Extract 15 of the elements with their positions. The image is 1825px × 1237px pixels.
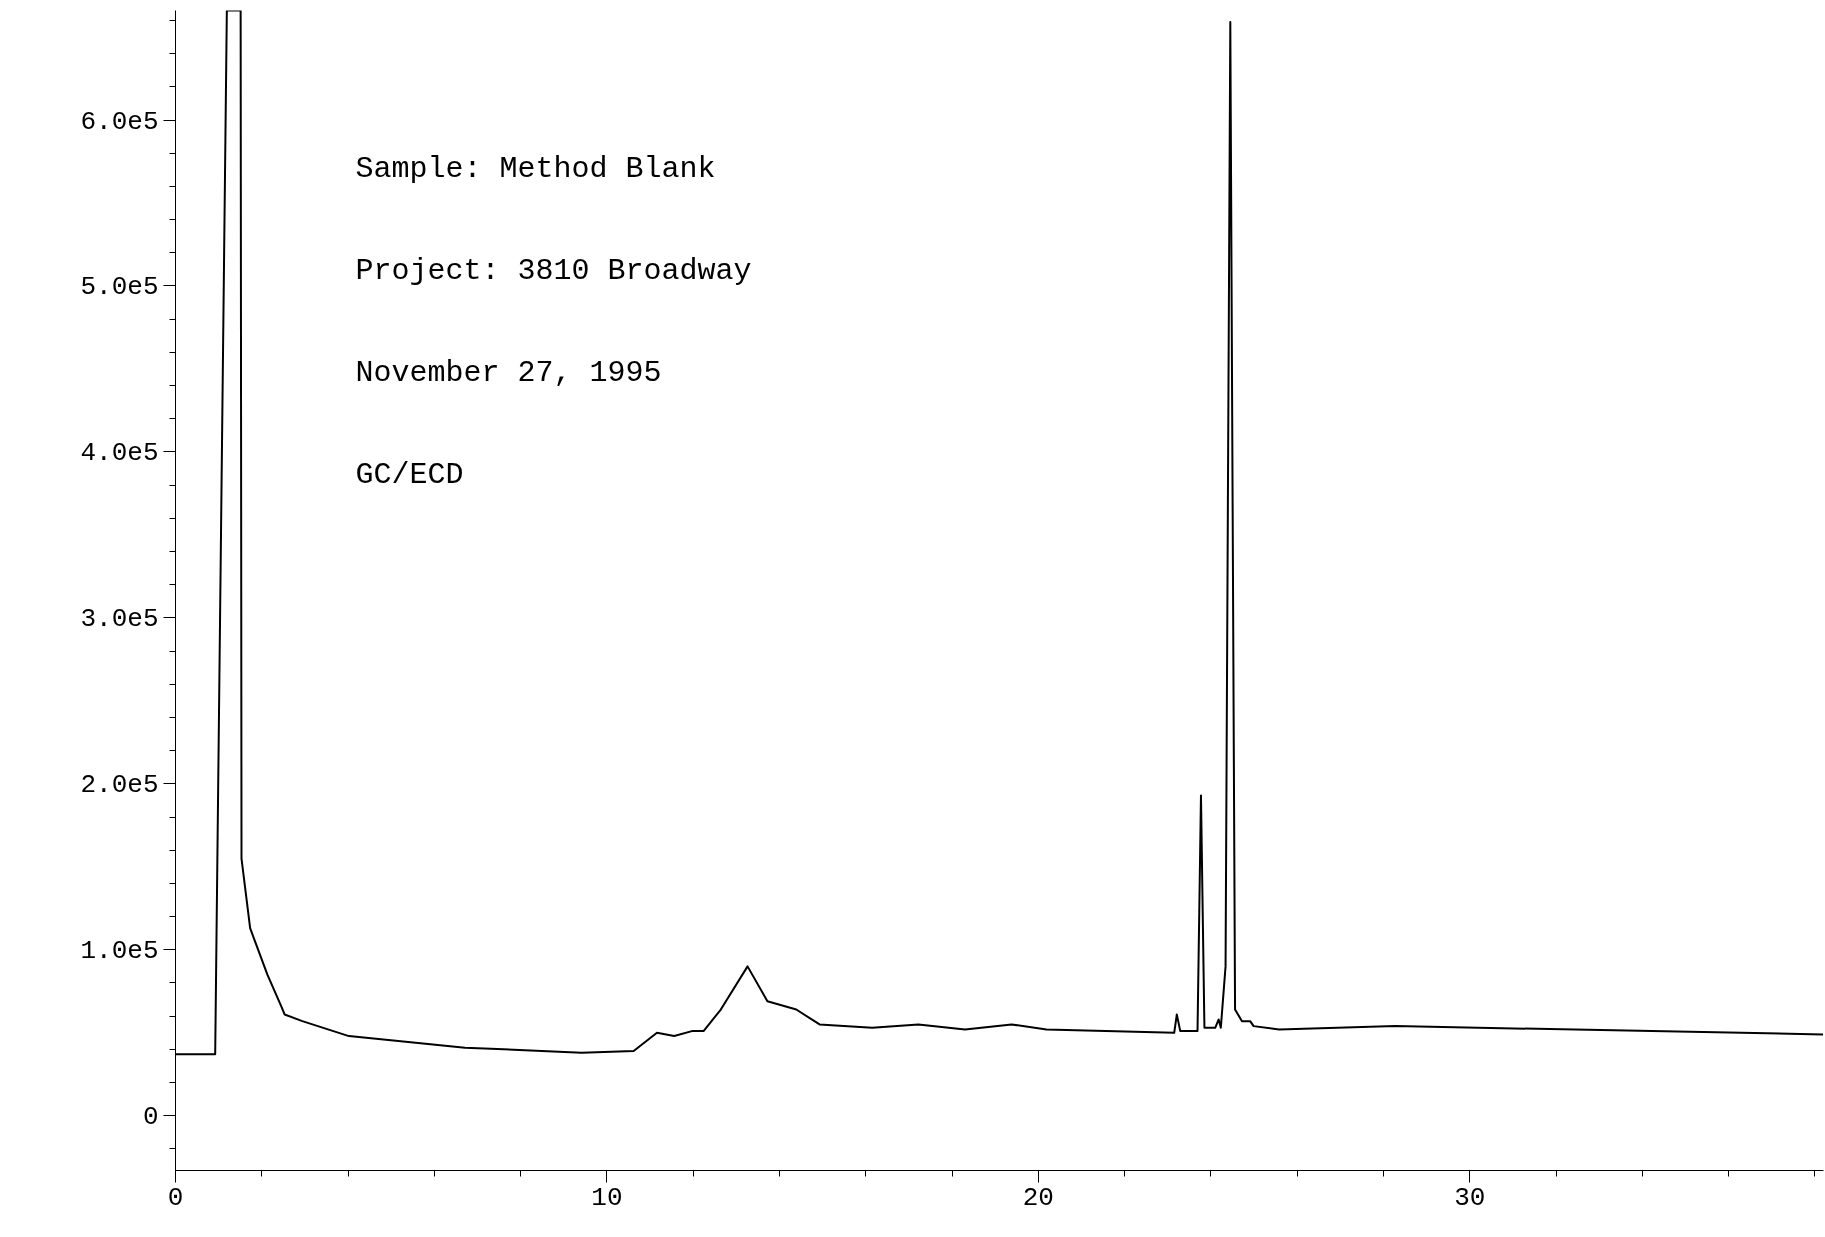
annotation: Sample: Method Blank bbox=[355, 151, 716, 186]
annotation: GC/ECD bbox=[355, 457, 464, 492]
y-tick-label: 5.0e5 bbox=[80, 272, 159, 303]
y-tick-label: 6.0e5 bbox=[80, 106, 159, 137]
y-tick-label: 0 bbox=[142, 1102, 159, 1133]
y-tick-label: 3.0e5 bbox=[80, 604, 159, 635]
y-tick-label: 2.0e5 bbox=[80, 770, 159, 801]
x-tick-label: 10 bbox=[591, 1182, 623, 1213]
annotation: Project: 3810 Broadway bbox=[355, 253, 752, 288]
x-tick-label: 0 bbox=[167, 1182, 184, 1213]
x-tick-label: 30 bbox=[1454, 1182, 1486, 1213]
x-tick-label: 20 bbox=[1022, 1182, 1054, 1213]
y-tick-label: 4.0e5 bbox=[80, 438, 159, 469]
y-tick-label: 1.0e5 bbox=[80, 936, 159, 967]
annotation: November 27, 1995 bbox=[355, 355, 662, 390]
